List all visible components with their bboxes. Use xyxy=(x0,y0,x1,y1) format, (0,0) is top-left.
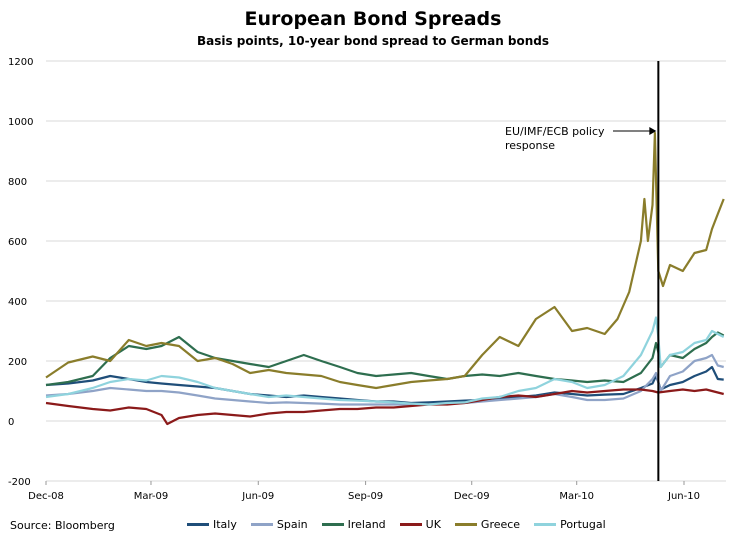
chart-title: European Bond Spreads xyxy=(244,8,502,30)
y-tick-label: 1200 xyxy=(8,57,33,68)
y-tick-label: 600 xyxy=(8,237,27,248)
series-line-uk xyxy=(45,388,724,426)
series-line-portugal xyxy=(45,316,725,406)
x-tick-label: Sep-09 xyxy=(348,491,383,502)
legend-swatch xyxy=(250,523,273,526)
x-tick-label: Jun-09 xyxy=(241,491,274,502)
legend-item-italy: Italy xyxy=(187,518,237,531)
legend-item-greece: Greece xyxy=(454,518,521,531)
x-tick-label: Mar-10 xyxy=(559,491,594,502)
source-note: Source: Bloomberg xyxy=(10,519,115,532)
legend-label: Portugal xyxy=(560,518,606,531)
annotation-text: response xyxy=(505,139,555,152)
legend-label: Ireland xyxy=(347,518,386,531)
legend-item-uk: UK xyxy=(399,518,441,531)
legend-item-spain: Spain xyxy=(250,518,308,531)
y-tick-label: -200 xyxy=(8,477,31,488)
legend-label: Spain xyxy=(276,518,308,531)
legend-item-portugal: Portugal xyxy=(534,518,606,531)
x-tick-label: Mar-09 xyxy=(134,491,169,502)
x-tick-label: Dec-08 xyxy=(28,491,64,502)
legend-swatch xyxy=(454,523,477,526)
legend-swatch xyxy=(399,523,422,526)
legend-swatch xyxy=(321,523,344,526)
y-tick-label: 1000 xyxy=(8,117,33,128)
y-tick-label: 800 xyxy=(8,177,27,188)
legend-label: Greece xyxy=(480,518,521,531)
annotation-arrowhead xyxy=(649,127,657,135)
legend-label: UK xyxy=(425,518,441,531)
y-tick-label: 400 xyxy=(8,297,27,308)
annotation-text: EU/IMF/ECB policy xyxy=(505,125,605,138)
legend: Italy Spain Ireland UK Greece Portugal xyxy=(187,518,620,531)
legend-swatch xyxy=(187,523,209,526)
y-tick-label: 0 xyxy=(8,417,14,428)
legend-item-ireland: Ireland xyxy=(321,518,386,531)
chart-subtitle: Basis points, 10-year bond spread to Ger… xyxy=(196,34,550,48)
x-tick-label: Dec-09 xyxy=(454,491,490,502)
y-tick-label: 200 xyxy=(8,357,27,368)
x-tick-label: Jun-10 xyxy=(667,491,700,502)
legend-label: Italy xyxy=(213,518,237,531)
legend-swatch xyxy=(534,523,557,526)
